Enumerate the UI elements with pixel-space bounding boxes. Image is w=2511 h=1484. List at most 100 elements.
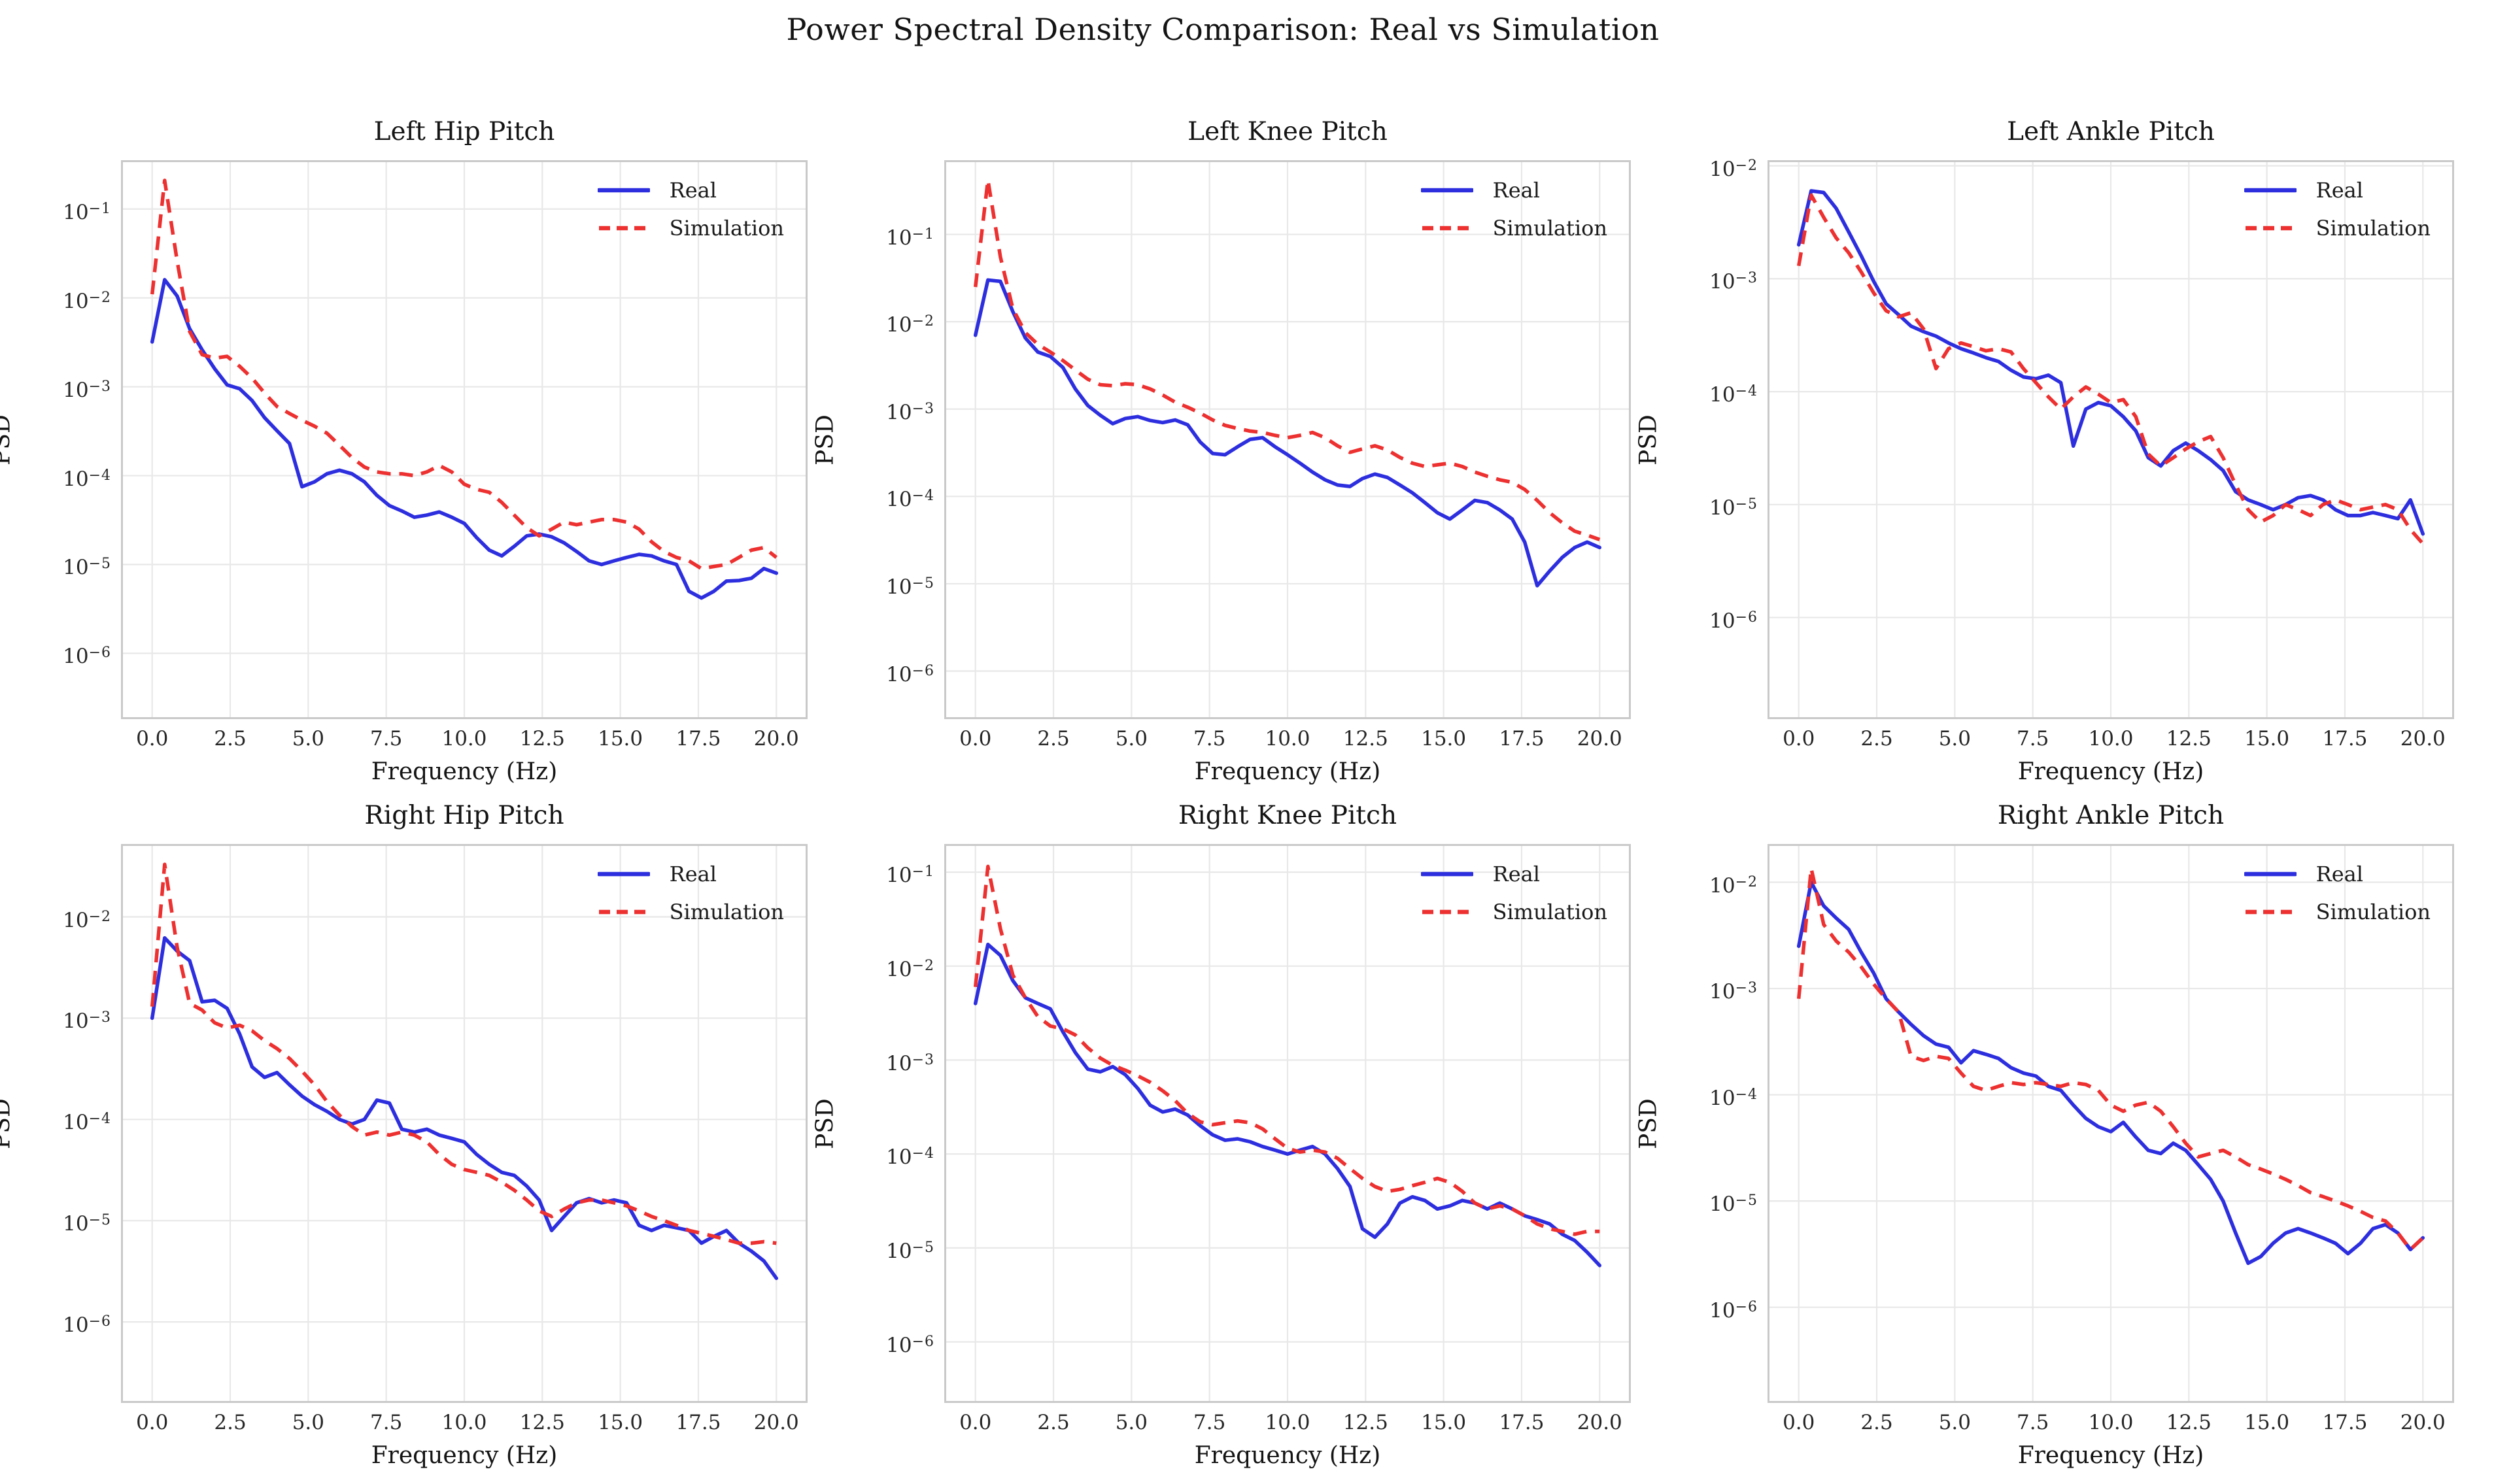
- y-axis-label: PSD: [806, 844, 845, 1403]
- axes-frame: [944, 160, 1631, 719]
- y-tick-label: 10−6: [63, 645, 111, 669]
- y-tick-label: 10−1: [886, 226, 934, 250]
- psd-plot-svg: [121, 160, 808, 719]
- legend-item-real: Real: [2244, 864, 2431, 885]
- y-tick-label: 10−2: [886, 313, 934, 337]
- psd-plot-svg: [1768, 844, 2454, 1403]
- y-tick-label: 10−3: [1709, 980, 1758, 1004]
- subplot-title: Left Ankle Pitch: [2007, 117, 2215, 146]
- legend: Real Simulation: [1420, 862, 1607, 922]
- x-tick-label: 17.5: [2322, 1411, 2368, 1434]
- y-axis-label: PSD: [0, 160, 22, 719]
- x-tick-label: 15.0: [2244, 727, 2290, 750]
- x-axis-label: Frequency (Hz): [2017, 758, 2204, 785]
- y-tick-label: 10−4: [1709, 1086, 1758, 1110]
- subplot-title: Right Knee Pitch: [1178, 801, 1397, 830]
- x-tick-label: 15.0: [598, 727, 643, 750]
- x-tick-label: 7.5: [370, 727, 403, 750]
- legend: Real Simulation: [597, 864, 784, 922]
- x-tick-label: 10.0: [441, 727, 487, 750]
- axes-frame: [121, 844, 808, 1403]
- real-line: [973, 942, 1602, 1268]
- x-axis-label: Frequency (Hz): [371, 758, 558, 785]
- real-line-sample-icon: [1420, 871, 1473, 877]
- x-tick-label: 7.5: [1193, 727, 1226, 750]
- y-tick-label: 10−1: [63, 200, 111, 224]
- y-tick-label: 10−4: [1709, 383, 1758, 407]
- simulation-line-sample-icon: [2245, 226, 2295, 231]
- x-tick-label: 2.5: [1037, 1411, 1070, 1434]
- subplot-title: Left Knee Pitch: [1187, 117, 1388, 146]
- legend-label-simulation: Simulation: [669, 216, 784, 241]
- x-tick-label: 0.0: [136, 1411, 169, 1434]
- legend-item-simulation: Simulation: [2244, 218, 2431, 239]
- legend-label-real: Real: [1492, 862, 1540, 886]
- x-tick-label: 5.0: [1938, 1411, 1972, 1434]
- x-tick-label: 2.5: [214, 727, 247, 750]
- x-axis-label: Frequency (Hz): [371, 1442, 558, 1469]
- y-tick-label: 10−2: [63, 289, 111, 313]
- axes-frame: [1768, 844, 2454, 1403]
- x-tick-label: 5.0: [1938, 727, 1972, 750]
- grid-lines: [944, 160, 1631, 719]
- simulation-line-sample-icon: [1422, 226, 1472, 231]
- legend-item-simulation: Simulation: [1421, 902, 1607, 922]
- x-tick-label: 5.0: [292, 727, 325, 750]
- y-tick-label: 10−2: [886, 957, 934, 981]
- x-tick-label: 5.0: [292, 1411, 325, 1434]
- grid-lines: [1768, 160, 2454, 719]
- real-line: [150, 936, 779, 1281]
- x-tick-label: 20.0: [1577, 1411, 1622, 1434]
- y-tick-label: 10−5: [1709, 1192, 1758, 1217]
- y-tick-label: 10−4: [886, 488, 934, 512]
- y-tick-label: 10−4: [63, 1111, 111, 1135]
- subplot-title: Right Hip Pitch: [364, 801, 564, 830]
- legend: Real Simulation: [2244, 864, 2431, 922]
- x-tick-label: 0.0: [959, 727, 992, 750]
- x-tick-label: 20.0: [753, 727, 799, 750]
- x-axis-label: Frequency (Hz): [2017, 1442, 2204, 1469]
- x-tick-label: 2.5: [214, 1411, 247, 1434]
- grid-lines: [121, 844, 808, 1403]
- simulation-line: [973, 178, 1601, 541]
- x-axis-label: Frequency (Hz): [1194, 758, 1381, 785]
- x-tick-label: 20.0: [2400, 727, 2446, 750]
- legend-label-real: Real: [669, 178, 717, 203]
- simulation-line: [150, 178, 778, 571]
- axes-frame: [1768, 160, 2454, 719]
- x-tick-label: 12.5: [1342, 727, 1388, 750]
- simulation-line-sample-icon: [598, 226, 649, 231]
- x-tick-label: 15.0: [2244, 1411, 2290, 1434]
- x-tick-label: 7.5: [1193, 1411, 1226, 1434]
- y-tick-label: 10−5: [886, 575, 934, 599]
- y-tick-label: 10−6: [886, 1333, 934, 1357]
- x-tick-label: 5.0: [1115, 727, 1148, 750]
- x-tick-label: 10.0: [1265, 727, 1310, 750]
- x-tick-label: 12.5: [519, 1411, 565, 1434]
- simulation-line-sample-icon: [1422, 909, 1472, 915]
- real-line: [150, 278, 779, 600]
- x-tick-label: 15.0: [1421, 727, 1467, 750]
- x-tick-label: 17.5: [675, 1411, 721, 1434]
- legend-item-simulation: Simulation: [2244, 902, 2431, 922]
- y-axis-label: PSD: [1629, 160, 1668, 719]
- x-tick-label: 10.0: [2088, 727, 2134, 750]
- legend-label-simulation: Simulation: [1492, 216, 1607, 241]
- subplot-right-knee-pitch: Right Knee Pitch PSD Frequency (Hz) Real…: [812, 801, 1631, 1469]
- subplot-right-ankle-pitch: Right Ankle Pitch PSD Frequency (Hz) Rea…: [1635, 801, 2454, 1469]
- x-tick-label: 10.0: [1265, 1411, 1310, 1434]
- y-tick-label: 10−4: [63, 467, 111, 491]
- simulation-line: [150, 862, 777, 1245]
- axes-frame: [944, 844, 1631, 1403]
- y-tick-label: 10−3: [63, 378, 111, 402]
- legend-label-real: Real: [2315, 862, 2363, 886]
- x-tick-label: 12.5: [1342, 1411, 1388, 1434]
- psd-plot-svg: [1768, 160, 2454, 719]
- legend-item-real: Real: [597, 864, 784, 885]
- psd-plot-svg: [121, 844, 808, 1403]
- y-tick-label: 10−2: [63, 908, 111, 932]
- simulation-line-sample-icon: [2245, 909, 2295, 915]
- x-tick-label: 20.0: [753, 1411, 799, 1434]
- y-tick-label: 10−3: [886, 1051, 934, 1075]
- grid-lines: [121, 160, 808, 719]
